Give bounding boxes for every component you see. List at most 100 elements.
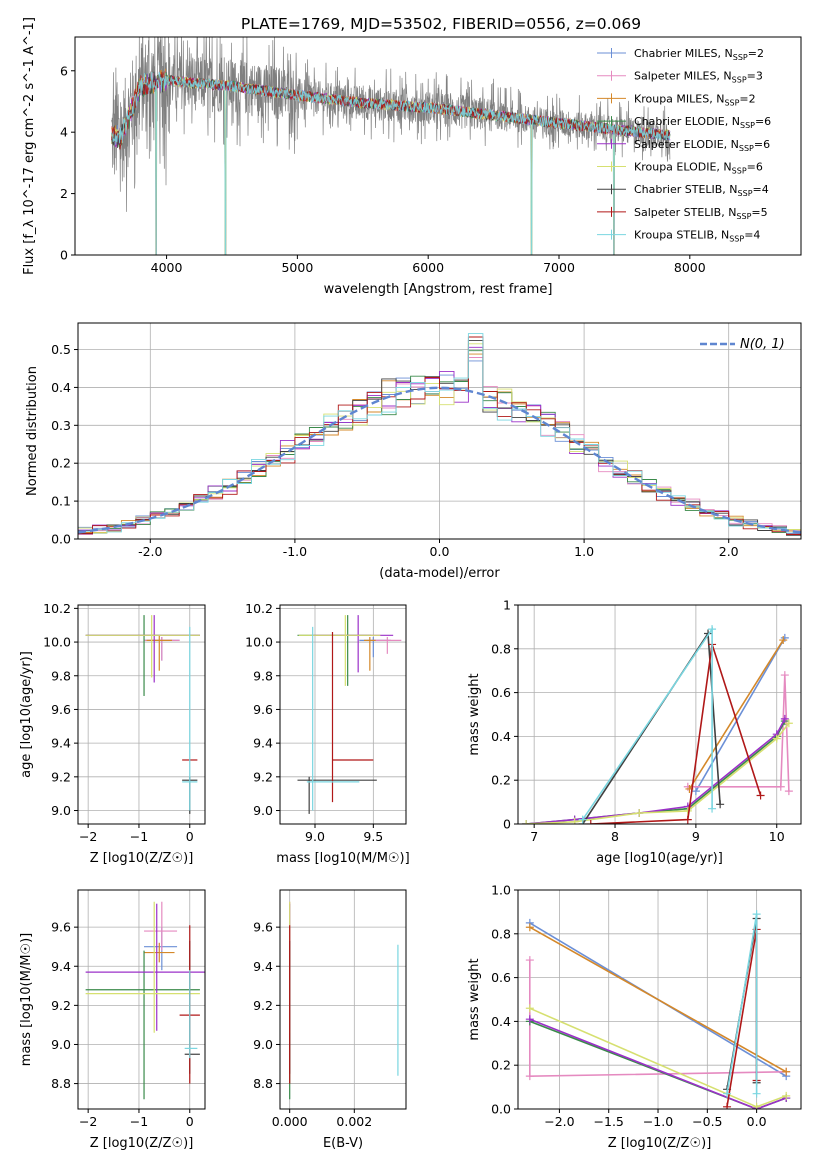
x-tick-label: 10 bbox=[769, 829, 785, 844]
data-point bbox=[780, 671, 789, 680]
data-point bbox=[752, 910, 761, 919]
y-tick-label: 0.5 bbox=[51, 342, 71, 357]
data-point bbox=[525, 1004, 534, 1013]
y-tick-label: 0.6 bbox=[491, 970, 511, 985]
x-tick-label: 1.0 bbox=[574, 544, 594, 559]
spectrum-lines bbox=[111, 37, 671, 255]
legend-entry: Chabrier MILES, NSSP=2 bbox=[634, 47, 764, 62]
x-tick-label: 9 bbox=[692, 829, 700, 844]
x-axis-label: Z [log10(Z/Z☉)] bbox=[608, 1136, 712, 1151]
data-point bbox=[635, 809, 644, 818]
x-tick-label: 0.0 bbox=[430, 544, 450, 559]
residual-legend: N(0, 1) bbox=[700, 337, 785, 352]
legend-entry: Salpeter STELIB, NSSP=5 bbox=[634, 206, 768, 221]
data-point bbox=[708, 804, 717, 813]
y-axis-label: mass weight bbox=[467, 673, 482, 755]
series-line-salpeter-stelib bbox=[726, 929, 758, 1107]
y-tick-label: 0.2 bbox=[51, 456, 71, 471]
y-tick-label: 9.0 bbox=[51, 803, 71, 818]
histogram-salpeter-stelib bbox=[78, 336, 801, 535]
y-tick-label: 8.8 bbox=[253, 1076, 273, 1091]
series-line-kroupa-miles bbox=[529, 926, 787, 1073]
mass_weight_vs_Z-series bbox=[525, 910, 791, 1109]
legend-entry: Kroupa MILES, NSSP=2 bbox=[634, 92, 756, 107]
age_vs_Z-axes bbox=[78, 605, 205, 824]
age_vs_mass-axes bbox=[280, 605, 406, 824]
x-tick-label: −2 bbox=[79, 1114, 97, 1129]
y-axis-label: Flux [f_λ 10^-17 erg cm^-2 s^-1 A^-1] bbox=[22, 17, 37, 275]
plot-frame bbox=[517, 604, 802, 825]
y-tick-label: 0.8 bbox=[491, 926, 511, 941]
data-point bbox=[525, 1072, 534, 1081]
y-tick-label: 9.6 bbox=[253, 920, 273, 935]
x-tick-label: −1 bbox=[130, 829, 148, 844]
x-tick-label: −2.0 bbox=[544, 1114, 574, 1129]
plot-frame bbox=[279, 604, 407, 825]
x-tick-label: 5000 bbox=[281, 260, 313, 275]
series-line-kroupa-miles bbox=[688, 639, 784, 790]
x-axis-label: mass [log10(M/M☉)] bbox=[276, 851, 409, 866]
x-tick-label: −2 bbox=[79, 829, 97, 844]
mass_vs_ebv-points bbox=[289, 901, 399, 1100]
series-line-kroupa-stelib bbox=[726, 913, 758, 1094]
age_vs_Z-points bbox=[85, 615, 200, 814]
data-point bbox=[776, 782, 785, 791]
legend-entry: Salpeter ELODIE, NSSP=6 bbox=[634, 138, 770, 153]
x-tick-label: −1.5 bbox=[594, 1114, 624, 1129]
y-axis-label: age [log10(age/yr)] bbox=[19, 651, 34, 778]
y-tick-label: 10.0 bbox=[43, 635, 71, 650]
x-tick-label: 4000 bbox=[151, 260, 183, 275]
model-spectrum-kroupa-stelib bbox=[111, 71, 671, 255]
mass_vs_ebv-frame: 0.000 0.002 8.8 9.0 9.2 9.4 9.6 E(B-V) bbox=[253, 889, 407, 1151]
legend-entry: Chabrier ELODIE, NSSP=6 bbox=[634, 115, 771, 130]
gaussian-reference-curve bbox=[78, 386, 801, 534]
y-tick-label: 9.8 bbox=[51, 668, 71, 683]
y-tick-label: 0.4 bbox=[51, 380, 71, 395]
data-point bbox=[782, 1091, 791, 1100]
legend-entry: Kroupa ELODIE, NSSP=6 bbox=[634, 161, 763, 176]
mass_vs_Z-points bbox=[85, 901, 205, 1100]
series-line-salpeter-elodie bbox=[526, 718, 786, 824]
y-tick-label: 9.8 bbox=[253, 668, 273, 683]
legend-entry: Salpeter MILES, NSSP=3 bbox=[634, 70, 763, 85]
y-tick-label: 9.0 bbox=[51, 1037, 71, 1052]
series-line-salpeter-elodie bbox=[529, 1018, 787, 1109]
data-point bbox=[723, 1089, 732, 1098]
x-axis-label: Z [log10(Z/Z☉)] bbox=[90, 851, 194, 866]
y-tick-label: 10.2 bbox=[43, 601, 71, 616]
x-tick-label: 6000 bbox=[412, 260, 444, 275]
x-tick-label: 0 bbox=[186, 829, 194, 844]
x-tick-label: 2.0 bbox=[719, 544, 739, 559]
x-axis-label: Z [log10(Z/Z☉)] bbox=[90, 1136, 194, 1151]
x-tick-label: 9.5 bbox=[363, 829, 383, 844]
age_vs_Z-frame: −2 −1 0 9.0 9.2 9.4 9.6 9.8 10.0 10.2 Z [log10(Z/Z… bbox=[19, 601, 206, 866]
y-tick-label: 10.0 bbox=[245, 635, 273, 650]
x-tick-label: 0 bbox=[186, 1114, 194, 1129]
mass_vs_ebv-axes bbox=[280, 890, 406, 1109]
plot-frame bbox=[517, 889, 802, 1110]
y-tick-label: 0.3 bbox=[51, 418, 71, 433]
y-tick-label: 9.4 bbox=[51, 959, 71, 974]
data-point bbox=[782, 1067, 791, 1076]
y-tick-label: 0.8 bbox=[491, 641, 511, 656]
x-tick-label: 0.002 bbox=[336, 1114, 372, 1129]
y-tick-label: 9.4 bbox=[51, 736, 71, 751]
y-tick-label: 9.2 bbox=[253, 769, 273, 784]
x-tick-label: −0.5 bbox=[692, 1114, 722, 1129]
legend-entry: Kroupa STELIB, NSSP=4 bbox=[634, 229, 760, 244]
mass_vs_Z-frame: −2 −1 0 8.8 9.0 9.2 9.4 9.6 Z [log10(Z/Z☉)] mass … bbox=[19, 889, 206, 1151]
y-tick-label: 9.0 bbox=[253, 1037, 273, 1052]
data-point bbox=[586, 820, 595, 824]
x-tick-label: −1.0 bbox=[643, 1114, 673, 1129]
x-tick-label: 8 bbox=[611, 829, 619, 844]
data-point bbox=[570, 817, 579, 824]
y-tick-label: 9.6 bbox=[51, 702, 71, 717]
y-tick-label: 0.4 bbox=[491, 729, 511, 744]
y-tick-label: 9.4 bbox=[253, 959, 273, 974]
y-tick-label: 0.2 bbox=[491, 1058, 511, 1073]
series-line-kroupa-elodie bbox=[526, 722, 790, 824]
y-axis-label: mass [log10(M/M☉)] bbox=[19, 933, 34, 1066]
x-axis-label: age [log10(age/yr)] bbox=[596, 851, 723, 866]
plot-frame bbox=[77, 889, 206, 1110]
